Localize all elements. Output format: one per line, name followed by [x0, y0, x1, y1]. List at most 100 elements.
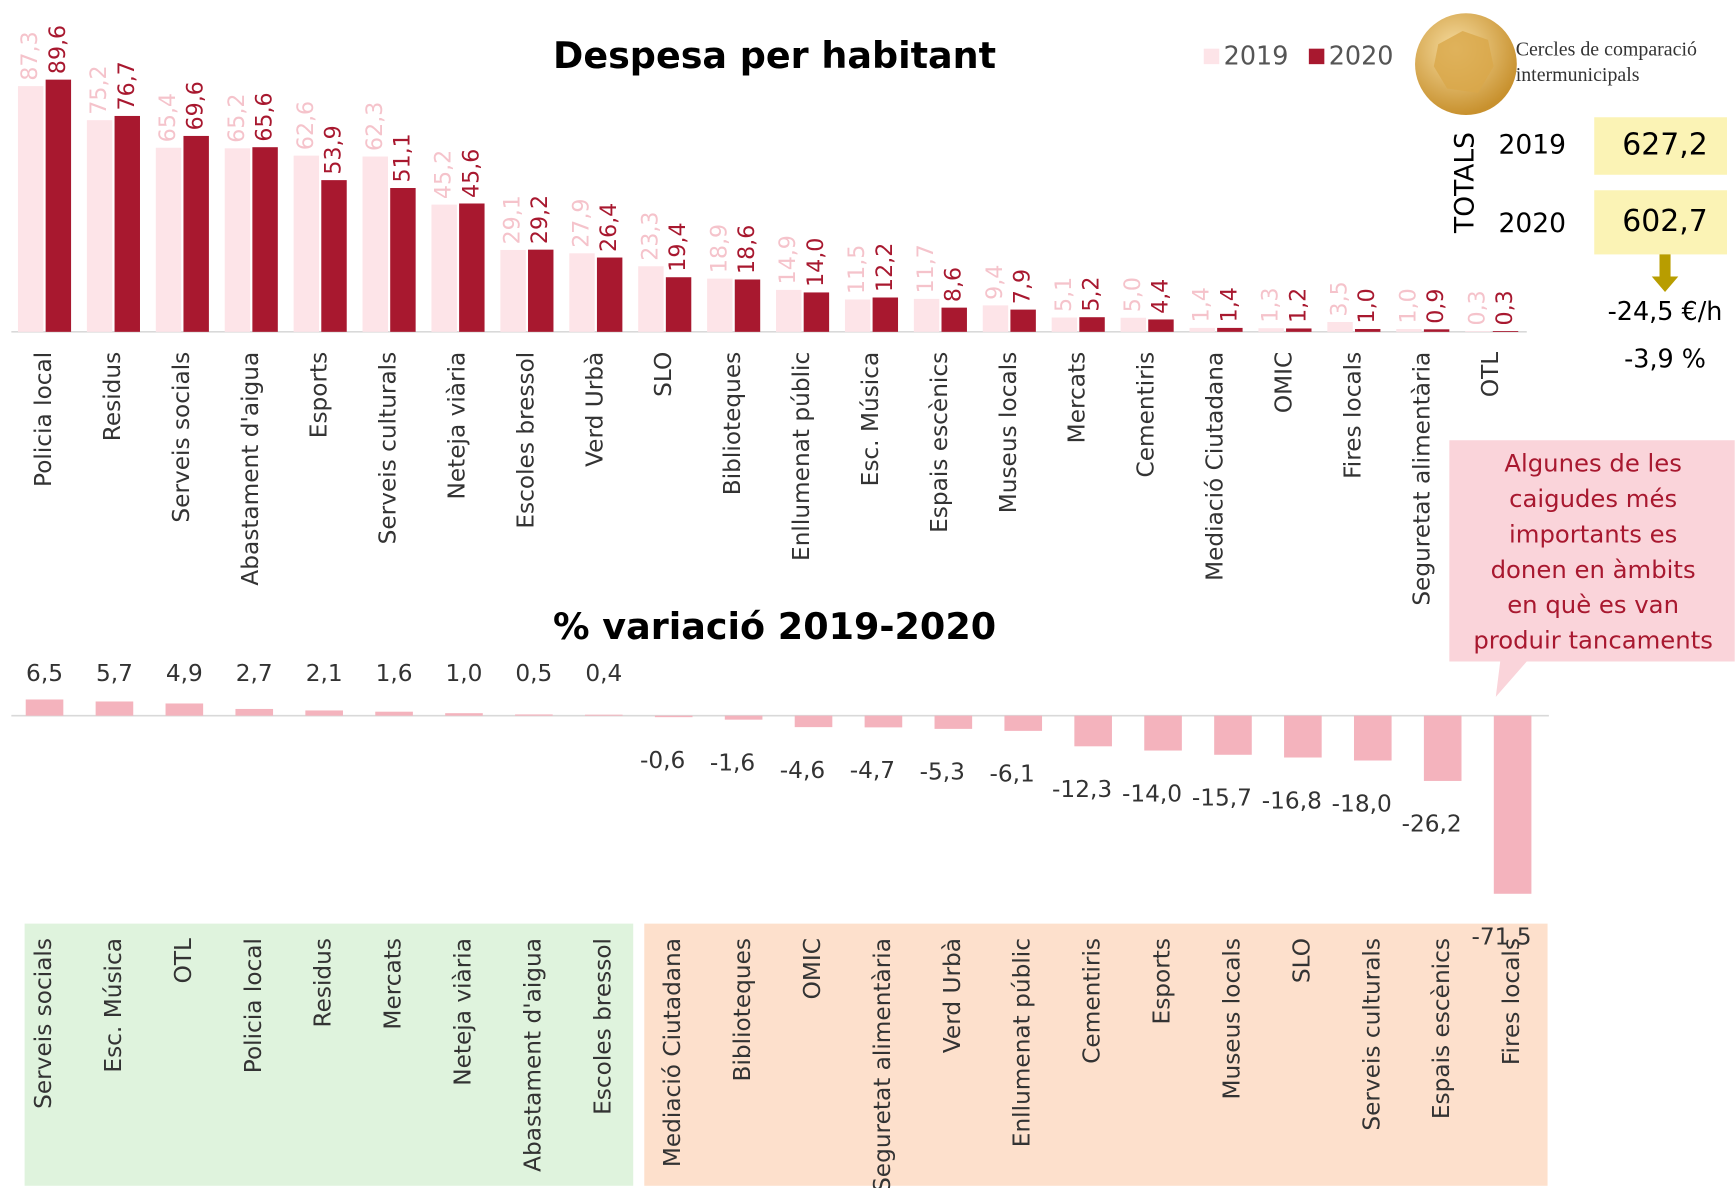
- value-label: 19,4: [665, 222, 691, 271]
- negative-group-bg: [644, 923, 1548, 1186]
- bar: [293, 155, 320, 332]
- callout-box: [1449, 440, 1735, 697]
- x-tick-label: Esports: [1149, 938, 1176, 1024]
- x-tick-label: Espais escènics: [1428, 938, 1455, 1119]
- value-label: 45,2: [431, 150, 457, 199]
- x-tick-label: Residus: [99, 352, 126, 441]
- value-label: 1,0: [1354, 288, 1380, 323]
- x-tick-label: Serveis culturals: [1358, 938, 1385, 1131]
- bar: [165, 703, 204, 716]
- total-year: 2020: [1499, 208, 1567, 239]
- value-label: 62,3: [362, 102, 388, 151]
- bar: [114, 115, 140, 332]
- value-label: 11,5: [844, 245, 870, 294]
- x-tick-label: Cementiris: [1079, 938, 1106, 1064]
- bar: [638, 266, 664, 332]
- value-label: 1,4: [1189, 287, 1215, 322]
- value-label: 65,2: [224, 94, 250, 143]
- legend-swatch: [1308, 48, 1325, 65]
- callout-text: caigudes més: [1509, 484, 1677, 513]
- value-label: -5,3: [920, 759, 965, 786]
- x-tick-label: Neteja viària: [444, 352, 471, 500]
- total-value: 627,2: [1622, 128, 1707, 163]
- value-label: 0,5: [515, 660, 552, 687]
- x-tick-label: Enllumenat públic: [1009, 938, 1036, 1147]
- positive-group-bg: [24, 923, 634, 1186]
- bar: [934, 715, 973, 729]
- x-tick-label: Mediació Ciutadana: [1202, 352, 1229, 581]
- x-tick-label: SLO: [650, 352, 677, 397]
- bar: [734, 279, 761, 332]
- bar: [1010, 309, 1036, 332]
- value-label: 2,1: [306, 660, 343, 687]
- x-tick-label: Esc. Música: [100, 938, 127, 1073]
- totals-label: TOTALS: [1449, 132, 1480, 234]
- x-tick-label: Enllumenat públic: [788, 352, 815, 561]
- value-label: -1,6: [710, 749, 755, 776]
- value-label: 5,2: [1079, 277, 1105, 312]
- callout-text: importants es: [1509, 519, 1677, 548]
- value-label: 53,9: [321, 125, 347, 174]
- value-label: 5,0: [1120, 277, 1146, 312]
- bar: [235, 708, 274, 716]
- bar: [1396, 329, 1422, 332]
- bar: [224, 148, 251, 332]
- value-label: -14,0: [1122, 780, 1182, 807]
- bar: [459, 203, 485, 332]
- bar: [1004, 715, 1043, 731]
- bar: [794, 715, 833, 728]
- logo-text: Cercles de comparació: [1516, 38, 1697, 60]
- value-label: 45,6: [458, 149, 484, 198]
- bar: [1258, 328, 1284, 332]
- value-label: 18,9: [706, 224, 732, 273]
- bar: [86, 120, 113, 332]
- x-tick-label: OTL: [1477, 352, 1504, 397]
- value-label: 1,6: [376, 660, 413, 687]
- x-tick-label: Escoles bressol: [589, 938, 616, 1115]
- bar: [375, 711, 413, 716]
- bar: [1148, 319, 1174, 332]
- bar: [321, 180, 347, 332]
- value-label: 18,6: [734, 225, 760, 274]
- value-label: 1,3: [1258, 287, 1284, 322]
- bar: [844, 299, 871, 332]
- value-label: -4,6: [780, 757, 825, 784]
- x-tick-label: Cementiris: [1133, 352, 1160, 478]
- total-change: -24,5 €/h: [1608, 296, 1723, 326]
- x-tick-label: Mercats: [1064, 352, 1091, 444]
- value-label: -15,7: [1192, 785, 1252, 812]
- value-label: 9,4: [982, 265, 1008, 300]
- bar: [584, 714, 623, 716]
- x-tick-label: Abastament d'aigua: [519, 938, 546, 1172]
- value-label: 5,1: [1051, 277, 1077, 312]
- x-tick-label: Residus: [310, 938, 337, 1027]
- bar: [390, 188, 416, 332]
- bar: [654, 715, 693, 718]
- value-label: 14,0: [803, 238, 829, 287]
- bar: [1284, 715, 1322, 758]
- bar: [25, 699, 64, 716]
- legend-label: 2019: [1224, 41, 1289, 71]
- bar: [95, 701, 134, 716]
- value-label: 3,5: [1327, 281, 1353, 316]
- x-tick-label: Fires locals: [1339, 352, 1366, 479]
- value-label: -12,3: [1052, 776, 1112, 803]
- value-label: 4,9: [166, 660, 203, 687]
- bar: [596, 257, 623, 332]
- bar: [1189, 327, 1215, 332]
- value-label: 65,4: [155, 93, 181, 142]
- bar: [776, 289, 802, 332]
- value-label: 6,5: [26, 660, 63, 687]
- x-tick-label: Seguretat alimentària: [869, 938, 896, 1188]
- value-label: -71,5: [1472, 924, 1532, 951]
- x-tick-label: Espais escènics: [926, 352, 953, 533]
- bar: [982, 305, 1009, 332]
- value-label: 5,7: [96, 660, 133, 687]
- x-tick-label: OMIC: [1270, 352, 1297, 413]
- bar: [362, 156, 388, 332]
- bar: [941, 307, 967, 332]
- bar: [1492, 330, 1519, 332]
- x-tick-label: Esc. Música: [857, 352, 884, 487]
- callout-text: donen en àmbits: [1491, 555, 1696, 584]
- value-label: -6,1: [990, 761, 1035, 788]
